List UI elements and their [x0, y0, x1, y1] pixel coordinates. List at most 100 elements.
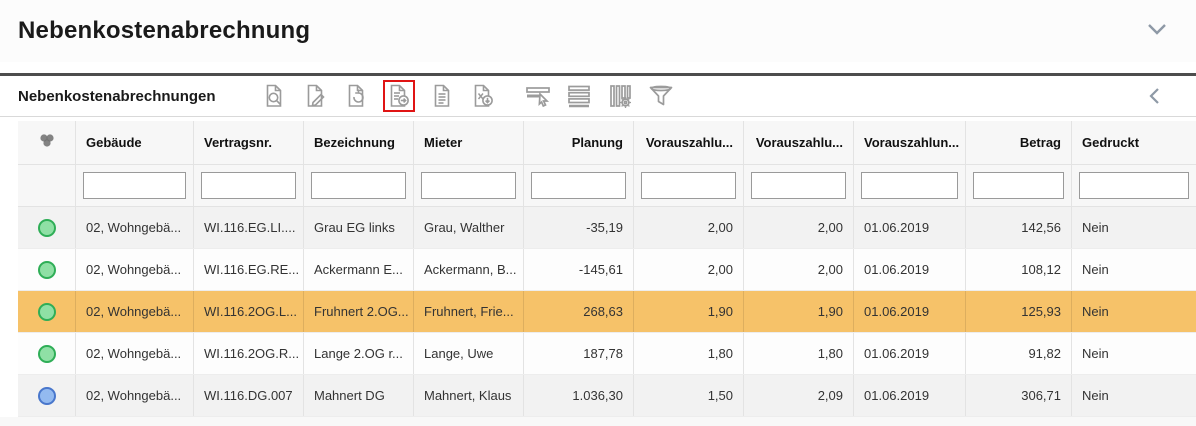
cell-mieter: Ackermann, B... [414, 249, 524, 290]
page-header: Nebenkostenabrechnung [0, 0, 1196, 62]
cell-bezeichnung: Lange 2.OG r... [304, 333, 414, 374]
cell-planung: 1.036,30 [524, 375, 634, 416]
cell-vertragsnr: WI.116.2OG.R... [194, 333, 304, 374]
cell-gebaeude: 02, Wohngebä... [76, 375, 194, 416]
column-header-planung[interactable]: Planung [524, 121, 634, 164]
cell-gedruckt: Nein [1082, 346, 1109, 361]
refresh-document-icon[interactable] [342, 82, 370, 110]
filter-input-vorauszahlung-3[interactable] [861, 172, 958, 199]
cell-mieter: Fruhnert, Frie... [414, 291, 524, 332]
cell-vorauszahlung-3: 01.06.2019 [854, 291, 966, 332]
cell-betrag: 108,12 [966, 249, 1072, 290]
filter-input-betrag[interactable] [973, 172, 1064, 199]
excel-export-icon[interactable] [469, 82, 497, 110]
preview-document-icon[interactable] [260, 82, 288, 110]
cell-gedruckt: Nein [1082, 262, 1109, 277]
cell-gedruckt: Nein [1082, 388, 1109, 403]
cell-gebaeude: 02, Wohngebä... [76, 291, 194, 332]
status-indicator [37, 302, 56, 321]
forward-document-icon[interactable] [382, 80, 415, 112]
filter-input-bezeichnung[interactable] [311, 172, 406, 199]
cell-gebaeude: 02, Wohngebä... [76, 207, 194, 248]
cell-vorauszahlung-2: 1,80 [744, 333, 854, 374]
column-header-mieter[interactable]: Mieter [414, 121, 524, 164]
cell-vorauszahlung-3: 01.06.2019 [854, 333, 966, 374]
cell-vorauszahlung-3: 01.06.2019 [854, 249, 966, 290]
cell-betrag: 125,93 [966, 291, 1072, 332]
table-row[interactable]: 02, Wohngebä... WI.116.2OG.R... Lange 2.… [18, 333, 1196, 375]
status-cell [18, 249, 76, 290]
select-rows-icon[interactable] [524, 82, 552, 110]
column-header-vorauszahlung-1[interactable]: Vorauszahlu... [634, 121, 744, 164]
cell-vorauszahlung-1: 1,80 [634, 333, 744, 374]
cell-vorauszahlung-2: 2,00 [744, 249, 854, 290]
cell-planung: -145,61 [524, 249, 634, 290]
column-header-betrag[interactable]: Betrag [966, 121, 1072, 164]
cell-planung: 187,78 [524, 333, 634, 374]
cell-vertragsnr: WI.116.2OG.L... [194, 291, 304, 332]
table-row[interactable]: 02, Wohngebä... WI.116.EG.LI.... Grau EG… [18, 207, 1196, 249]
column-header-vertragsnr[interactable]: Vertragsnr. [194, 121, 304, 164]
cell-bezeichnung: Mahnert DG [304, 375, 414, 416]
status-indicator [37, 260, 56, 279]
status-indicator [37, 344, 56, 363]
filter-cell-status [18, 165, 76, 206]
cell-vertragsnr: WI.116.DG.007 [194, 375, 304, 416]
bottom-strip [0, 417, 1196, 426]
cell-vorauszahlung-1: 1,50 [634, 375, 744, 416]
cell-planung: -35,19 [524, 207, 634, 248]
filter-input-vertragsnr[interactable] [201, 172, 296, 199]
cell-vorauszahlung-1: 2,00 [634, 207, 744, 248]
cell-mieter: Lange, Uwe [414, 333, 524, 374]
cell-vorauszahlung-3: 01.06.2019 [854, 375, 966, 416]
status-indicator [37, 386, 56, 405]
cell-betrag: 142,56 [966, 207, 1072, 248]
status-cell [18, 207, 76, 248]
cell-vorauszahlung-2: 2,00 [744, 207, 854, 248]
edit-document-icon[interactable] [301, 82, 329, 110]
status-cell [18, 333, 76, 374]
nebenkosten-table: Gebäude Vertragsnr. Bezeichnung Mieter P… [18, 121, 1196, 417]
column-header-bezeichnung[interactable]: Bezeichnung [304, 121, 414, 164]
column-header-vorauszahlung-2[interactable]: Vorauszahlu... [744, 121, 854, 164]
chevron-left-icon[interactable] [1140, 82, 1168, 110]
cell-vertragsnr: WI.116.EG.RE... [194, 249, 304, 290]
status-column-header[interactable] [18, 121, 76, 164]
filter-row [18, 165, 1196, 207]
cell-betrag: 91,82 [966, 333, 1072, 374]
table-row[interactable]: 02, Wohngebä... WI.116.EG.RE... Ackerman… [18, 249, 1196, 291]
filter-input-vorauszahlung-1[interactable] [641, 172, 736, 199]
status-cluster-icon [38, 133, 56, 152]
status-cell [18, 375, 76, 416]
cell-vorauszahlung-1: 1,90 [634, 291, 744, 332]
rows-list-icon[interactable] [565, 82, 593, 110]
filter-input-gebaeude[interactable] [83, 172, 186, 199]
cell-mieter: Mahnert, Klaus [414, 375, 524, 416]
column-header-vorauszahlung-3[interactable]: Vorauszahlun... [854, 121, 966, 164]
column-header-gedruckt[interactable]: Gedruckt [1082, 135, 1140, 150]
cell-vorauszahlung-3: 01.06.2019 [854, 207, 966, 248]
cell-bezeichnung: Grau EG links [304, 207, 414, 248]
table-row[interactable]: 02, Wohngebä... WI.116.DG.007 Mahnert DG… [18, 375, 1196, 417]
filter-input-mieter[interactable] [421, 172, 516, 199]
column-header-gebaeude[interactable]: Gebäude [76, 121, 194, 164]
toolbar-title: Nebenkostenabrechnungen [18, 87, 216, 105]
column-settings-icon[interactable] [606, 82, 634, 110]
filter-funnel-icon[interactable] [647, 82, 675, 110]
table-row-selected[interactable]: 02, Wohngebä... WI.116.2OG.L... Fruhnert… [18, 291, 1196, 333]
toolbar: Nebenkostenabrechnungen [0, 76, 1196, 117]
cell-gebaeude: 02, Wohngebä... [76, 249, 194, 290]
filter-input-gedruckt[interactable] [1079, 172, 1189, 199]
filter-input-planung[interactable] [531, 172, 626, 199]
status-cell [18, 291, 76, 332]
cell-bezeichnung: Ackermann E... [304, 249, 414, 290]
cell-mieter: Grau, Walther [414, 207, 524, 248]
toolbar-icon-strip [260, 80, 1168, 112]
cell-gedruckt: Nein [1082, 220, 1109, 235]
cell-betrag: 306,71 [966, 375, 1072, 416]
filter-input-vorauszahlung-2[interactable] [751, 172, 846, 199]
cell-gebaeude: 02, Wohngebä... [76, 333, 194, 374]
chevron-down-icon[interactable] [1146, 22, 1168, 41]
report-document-icon[interactable] [428, 82, 456, 110]
